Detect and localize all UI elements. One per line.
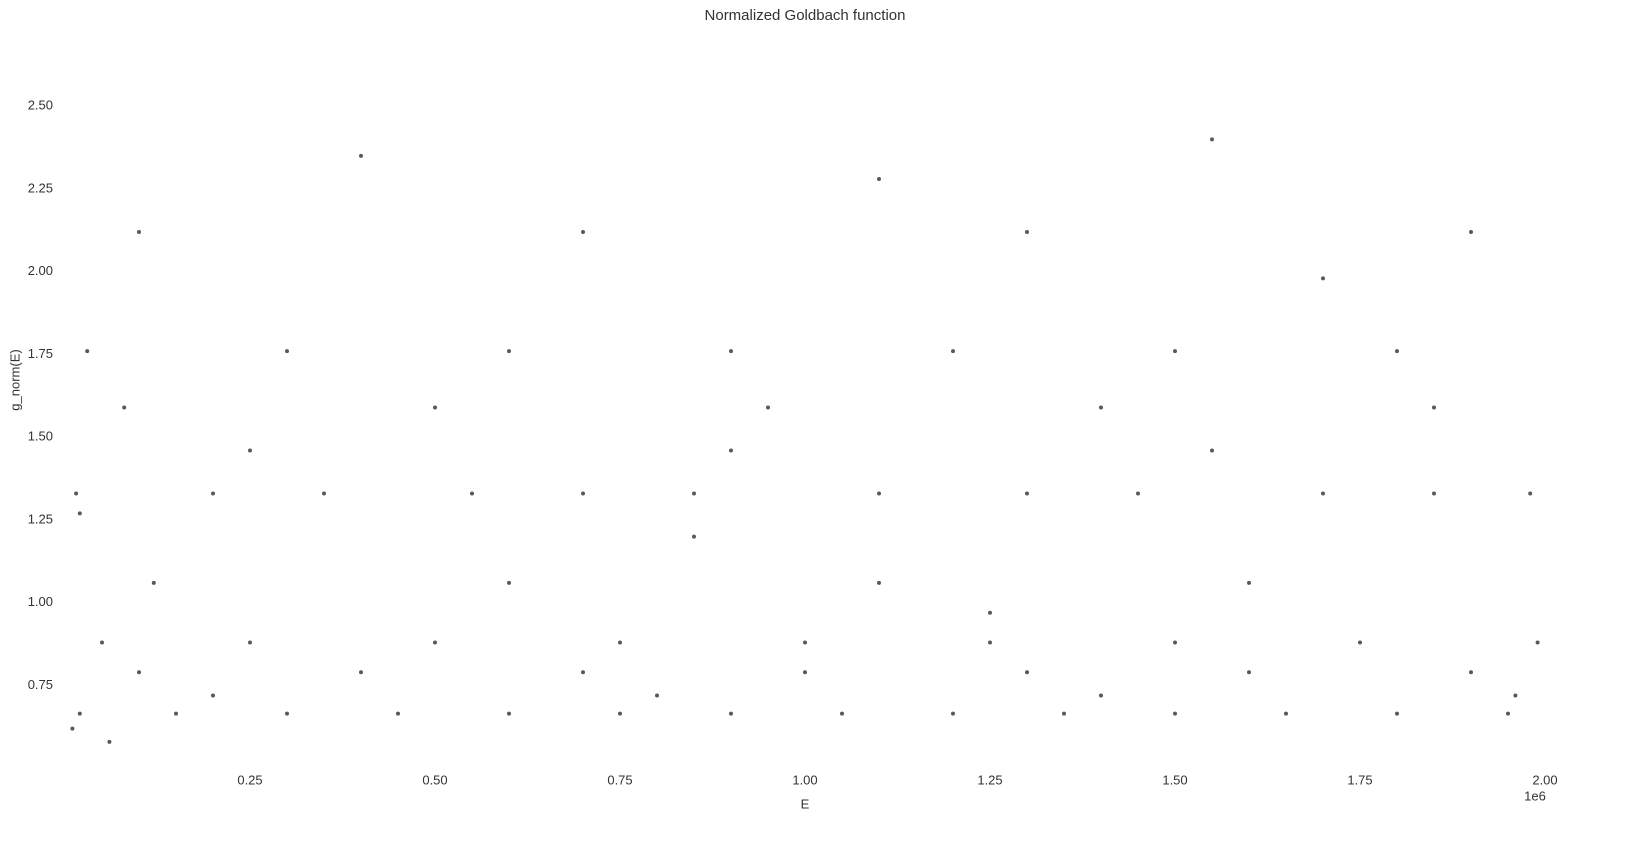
point: [70, 726, 75, 731]
y-tick-label: 1.00: [28, 594, 53, 609]
point: [1173, 349, 1177, 354]
point: [151, 580, 156, 585]
point: [359, 670, 363, 675]
point: [1062, 711, 1066, 716]
point: [433, 405, 437, 410]
point: [174, 711, 178, 716]
point: [1136, 491, 1140, 496]
point: [840, 711, 844, 716]
x-tick-label: 1.25: [977, 772, 1002, 787]
point: [803, 670, 807, 675]
point: [1469, 670, 1473, 675]
point: [729, 711, 733, 716]
point: [877, 177, 881, 182]
point: [1321, 491, 1325, 496]
x-tick-label: 0.75: [607, 772, 632, 787]
point: [359, 153, 363, 158]
point: [1506, 711, 1510, 716]
point: [1210, 137, 1214, 142]
y-tick-label: 1.50: [28, 429, 53, 444]
point: [618, 711, 622, 716]
point: [581, 230, 585, 235]
point: [470, 491, 474, 496]
y-tick-label: 1.25: [28, 511, 53, 526]
point: [211, 491, 215, 496]
point: [77, 511, 82, 516]
y-tick-label: 2.50: [28, 98, 53, 113]
point: [1528, 491, 1533, 496]
point: [988, 610, 992, 615]
y-tick-label: 2.25: [28, 180, 53, 195]
point: [655, 693, 659, 698]
point: [100, 640, 104, 645]
point: [877, 580, 881, 585]
point: [618, 640, 622, 645]
point: [507, 580, 511, 585]
chart-title: Normalized Goldbach function: [705, 7, 906, 24]
point: [729, 448, 733, 453]
point: [766, 405, 770, 410]
point: [1025, 230, 1029, 235]
point: [77, 711, 82, 716]
point: [396, 711, 400, 716]
x-tick-label: 1.75: [1347, 772, 1372, 787]
point: [1432, 405, 1436, 410]
point: [285, 349, 289, 354]
x-axis-label: E: [801, 796, 810, 811]
point: [692, 491, 696, 496]
point: [988, 640, 992, 645]
x-tick-label: 2.00: [1532, 772, 1557, 787]
x-tick-label: 0.25: [237, 772, 262, 787]
point: [1513, 693, 1518, 698]
point: [1099, 693, 1103, 698]
point: [951, 349, 955, 354]
point: [211, 693, 215, 698]
y-tick-label: 2.00: [28, 263, 53, 278]
point: [248, 448, 252, 453]
point: [1247, 670, 1251, 675]
point: [1321, 276, 1325, 281]
y-axis-label: g_norm(E): [7, 349, 22, 410]
point: [1247, 580, 1251, 585]
y-tick-label: 1.75: [28, 346, 53, 361]
point: [729, 349, 733, 354]
point: [74, 491, 79, 496]
point: [507, 711, 511, 716]
point: [433, 640, 437, 645]
point: [692, 534, 696, 539]
point: [1025, 670, 1029, 675]
point: [248, 640, 252, 645]
point: [803, 640, 807, 645]
point: [1284, 711, 1288, 716]
point: [137, 670, 141, 675]
point: [1535, 640, 1540, 645]
point: [877, 491, 881, 496]
point: [1395, 711, 1399, 716]
point: [581, 670, 585, 675]
point: [507, 349, 511, 354]
point: [107, 739, 112, 744]
point: [1432, 491, 1436, 496]
x-tick-label: 1.50: [1162, 772, 1187, 787]
point: [137, 230, 141, 235]
x-tick-label: 1.00: [792, 772, 817, 787]
point: [322, 491, 326, 496]
point: [1469, 230, 1473, 235]
point: [1025, 491, 1029, 496]
point: [285, 711, 289, 716]
point: [122, 405, 127, 410]
point: [1173, 711, 1177, 716]
y-tick-label: 0.75: [28, 677, 53, 692]
point: [1358, 640, 1362, 645]
point: [85, 349, 90, 354]
point: [951, 711, 955, 716]
x-tick-label: 0.50: [422, 772, 447, 787]
point: [1210, 448, 1214, 453]
x-offset-label: 1e6: [1524, 788, 1546, 803]
point: [1173, 640, 1177, 645]
point: [1395, 349, 1399, 354]
point: [581, 491, 585, 496]
point: [1099, 405, 1103, 410]
